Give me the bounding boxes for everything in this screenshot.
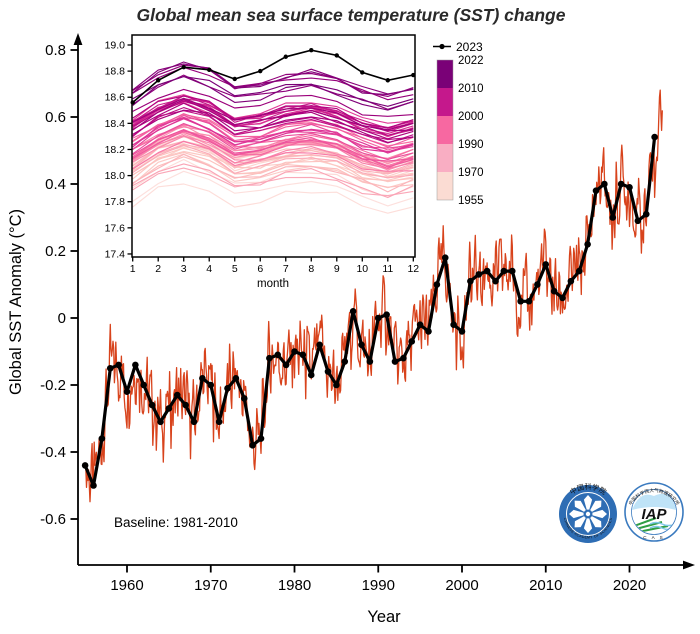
colorbar-label: 1990	[458, 139, 484, 151]
colorbar-label: 2022	[458, 55, 484, 67]
colorbar-label: 1970	[458, 167, 484, 179]
main-axes: 0.8 0.6 0.4 0.2 0 -0.2 -0.4 -0.6 1960 1970 1980 199…	[40, 33, 695, 594]
y-tick-label: -0.6	[40, 511, 66, 528]
y-tick-label: -0.4	[40, 444, 66, 461]
inset-x-tick-label: 8	[308, 263, 314, 275]
iap-ring-text-bottom: C A S	[643, 535, 665, 540]
y-tick-label: 0	[58, 310, 66, 327]
inset-chart: 19.018.818.618.418.218.017.817.617.41 2 3 4…	[105, 34, 419, 290]
inset-x-tick-label: 11	[382, 263, 393, 275]
x-tick-label: 1970	[194, 577, 227, 594]
y-tick-label: 0.4	[45, 176, 66, 193]
x-tick-label: 2000	[445, 577, 478, 594]
inset-axes: 19.018.818.618.418.218.017.817.617.41 2 3 4…	[105, 34, 419, 275]
inset-y-tick-label: 19.0	[105, 40, 126, 52]
inset-y-tick-label: 18.2	[105, 144, 126, 156]
iap-center-text: IAP	[641, 506, 667, 523]
y-tick-label: 0.8	[45, 42, 66, 59]
inset-year-lines	[132, 61, 414, 214]
inset-x-tick-label: 7	[283, 263, 289, 275]
y-tick-label: 0.6	[45, 109, 66, 126]
colorbar-label: 2010	[458, 83, 484, 95]
legend-2023-marker	[433, 43, 451, 50]
inset-y-tick-label: 18.6	[105, 92, 126, 104]
inset-x-tick-label: 3	[181, 263, 187, 275]
legend: 2023 2022 2010 2000 1990 1970 1955	[433, 40, 484, 207]
inset-x-tick-label: 5	[232, 263, 238, 275]
inset-x-tick-label: 6	[257, 263, 263, 275]
x-tick-label: 2010	[529, 577, 562, 594]
inset-x-tick-label: 2	[155, 263, 161, 275]
colorbar-label: 2000	[458, 111, 484, 123]
inset-x-tick-label: 10	[356, 263, 368, 275]
inset-y-tick-label: 17.6	[105, 222, 126, 234]
inset-x-tick-label: 1	[130, 263, 136, 275]
legend-2023-label: 2023	[456, 40, 483, 54]
y-tick-label: 0.2	[45, 243, 66, 260]
inset-x-tick-label: 9	[334, 263, 340, 275]
baseline-note: Baseline: 1981-2010	[114, 515, 238, 530]
annual-series-line	[81, 133, 658, 489]
inset-x-axis-title: month	[257, 278, 289, 290]
x-axis-title: Year	[367, 608, 401, 626]
inset-y-tick-label: 18.8	[105, 66, 126, 78]
inset-y-tick-label: 18.4	[105, 118, 126, 130]
inset-y-tick-label: 17.8	[105, 196, 126, 208]
x-tick-label: 2020	[613, 577, 646, 594]
x-tick-label: 1980	[278, 577, 311, 594]
colorbar: 2022 2010 2000 1990 1970 1955	[436, 55, 484, 207]
inset-2023-line	[130, 48, 416, 105]
inset-y-tick-label: 18.0	[105, 170, 126, 182]
y-axis-title: Global SST Anomaly (°C)	[7, 209, 25, 395]
inset-x-tick-label: 12	[407, 263, 419, 275]
x-tick-label: 1960	[110, 577, 143, 594]
inset-x-tick-label: 4	[206, 263, 212, 275]
inset-y-tick-label: 17.4	[105, 248, 126, 260]
colorbar-label: 1955	[458, 195, 484, 207]
y-tick-label: -0.2	[40, 377, 66, 394]
chart-title: Global mean sea surface temperature (SST…	[137, 5, 566, 25]
x-tick-label: 1990	[362, 577, 395, 594]
